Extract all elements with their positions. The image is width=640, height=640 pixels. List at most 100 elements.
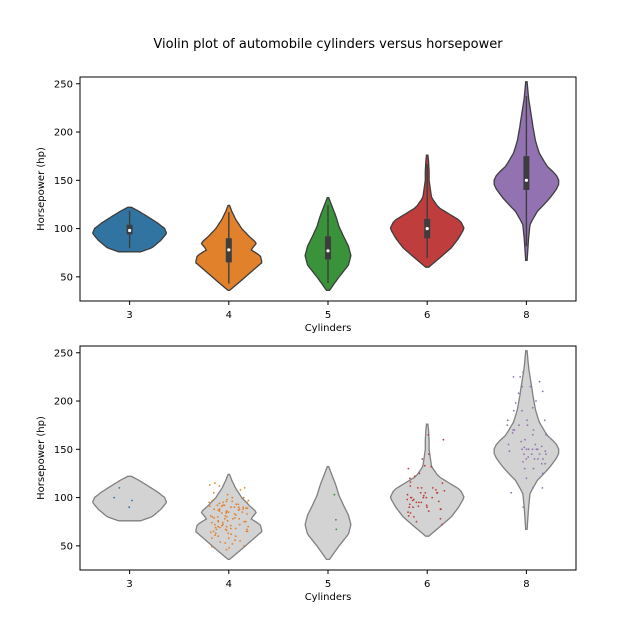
x-tick-label: 4 <box>226 310 232 321</box>
y-tick-label: 50 <box>60 272 73 283</box>
strip-point <box>440 508 442 511</box>
strip-point <box>242 506 245 509</box>
strip-point <box>409 481 412 483</box>
violin-median-dot <box>227 248 231 252</box>
strip-point <box>211 537 213 539</box>
strip-point <box>510 491 513 494</box>
strip-point <box>218 508 221 511</box>
strip-point <box>508 450 511 453</box>
strip-point <box>540 445 543 448</box>
strip-point <box>538 380 541 383</box>
y-tick-label: 100 <box>54 493 73 504</box>
strip-point <box>246 528 248 531</box>
strip-point <box>244 520 247 523</box>
strip-point <box>538 453 541 455</box>
strip-point <box>406 498 409 501</box>
violin-body <box>92 475 168 522</box>
violins-layer <box>92 81 560 292</box>
strip-point <box>517 392 520 395</box>
strip-point <box>226 519 229 522</box>
strip-point <box>214 534 217 537</box>
strip-point <box>212 530 215 533</box>
strip-point <box>214 526 217 529</box>
strip-point <box>437 500 440 503</box>
strip-point <box>228 546 231 549</box>
strip-point <box>413 475 416 478</box>
y-tick-label: 150 <box>54 445 73 456</box>
strip-point <box>415 520 418 523</box>
strip-point <box>224 517 226 520</box>
strip-point <box>512 409 515 412</box>
strip-point <box>128 506 131 509</box>
strip-point <box>211 516 214 518</box>
strip-point <box>425 496 428 499</box>
strip-point <box>211 499 214 502</box>
strip-point <box>418 472 421 475</box>
strip-point <box>208 501 211 504</box>
strip-point <box>242 508 245 511</box>
strip-point <box>527 448 530 451</box>
strip-point <box>441 523 443 526</box>
strip-point <box>523 467 526 470</box>
strip-point <box>540 462 543 465</box>
strip-point <box>225 510 228 512</box>
strip-point <box>519 376 522 378</box>
strip-point <box>512 429 514 431</box>
y-axis-label-bottom: Horsepower (hp) <box>36 416 47 500</box>
strip-point <box>219 526 221 529</box>
strip-point <box>214 482 216 484</box>
strip-point <box>407 467 410 470</box>
strip-points-layer <box>113 371 547 551</box>
strip-point <box>506 419 509 422</box>
strip-point <box>229 524 232 527</box>
violin-body <box>304 466 352 561</box>
strip-point <box>213 508 216 511</box>
strip-point <box>231 543 234 545</box>
violin-median-dot <box>128 228 132 233</box>
strip-point <box>230 533 233 536</box>
strip-point <box>209 515 212 517</box>
strip-point <box>412 506 414 509</box>
strip-point <box>220 505 223 508</box>
y-axis-top: 50 100 150 200 250 <box>54 79 80 283</box>
strip-point <box>535 400 537 402</box>
y-tick-label: 150 <box>54 176 73 187</box>
strip-point <box>215 528 218 531</box>
strip-point <box>226 498 229 501</box>
strip-point <box>224 515 227 517</box>
x-axis-bottom: 3 4 5 6 8 <box>126 570 530 590</box>
strip-point <box>415 501 418 504</box>
strip-point <box>413 516 415 518</box>
violin-median-dot <box>425 226 429 231</box>
strip-point <box>218 502 221 505</box>
strip-point <box>209 531 212 534</box>
y-tick-label: 200 <box>54 397 73 408</box>
x-tick-label: 4 <box>226 579 232 590</box>
strip-point <box>422 494 425 497</box>
strip-point <box>534 443 537 446</box>
strip-point <box>230 506 232 509</box>
strip-point <box>525 458 528 460</box>
strip-point <box>246 507 249 510</box>
strip-point <box>245 507 247 510</box>
strip-point <box>439 517 442 520</box>
strip-point <box>526 419 528 422</box>
strip-point <box>246 530 249 533</box>
strip-point <box>522 506 525 509</box>
y-tick-label: 100 <box>54 224 73 235</box>
y-axis-bottom: 50 100 150 200 250 <box>54 348 80 552</box>
strip-point <box>430 465 433 468</box>
strip-point <box>218 485 221 487</box>
strip-point <box>409 477 411 480</box>
strip-point <box>521 385 524 388</box>
strip-point <box>226 493 229 496</box>
strip-point <box>431 496 434 499</box>
strip-point <box>422 496 425 499</box>
violin-iqr-box <box>325 236 331 260</box>
strip-point <box>247 525 250 528</box>
figure-title: Violin plot of automobile cylinders vers… <box>153 37 503 52</box>
strip-point <box>525 448 528 451</box>
strip-point <box>541 390 544 393</box>
x-tick-label: 3 <box>126 579 132 590</box>
strip-point <box>246 501 249 504</box>
